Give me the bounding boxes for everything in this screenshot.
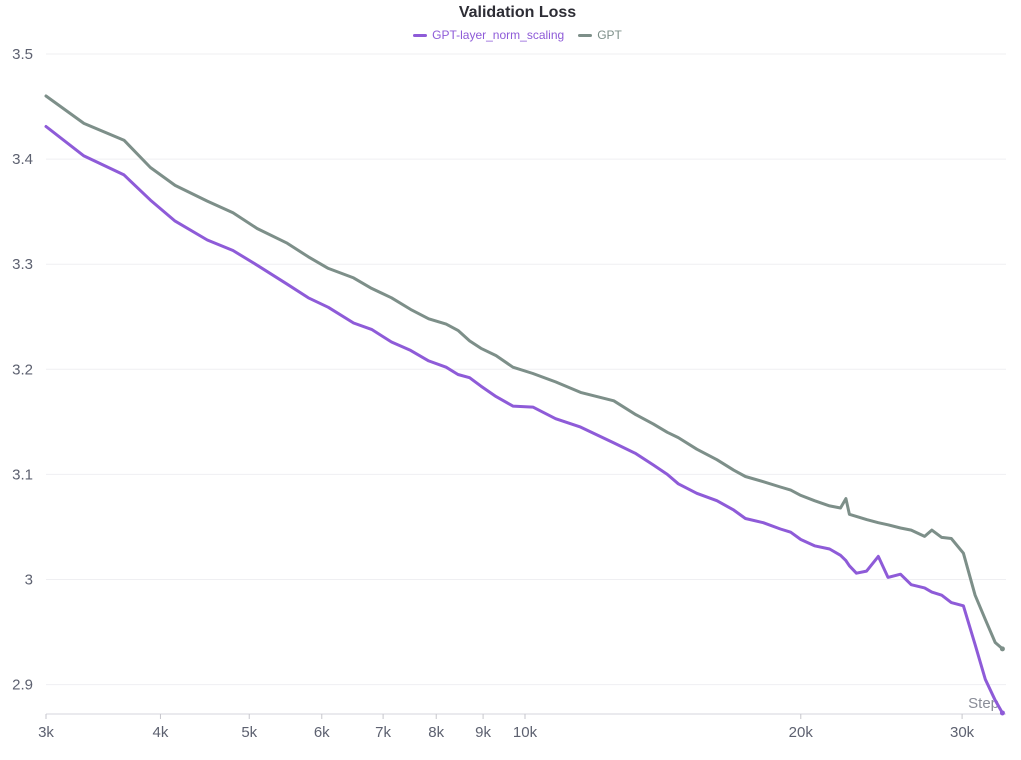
x-tick-label-20k: 20k [789, 724, 814, 741]
series-end-point-0 [999, 710, 1005, 716]
legend-label-gpt-layer-norm-scaling: GPT-layer_norm_scaling [432, 28, 565, 42]
series-end-point-1 [999, 646, 1005, 652]
legend-label-gpt: GPT [597, 28, 622, 42]
legend-item-gpt[interactable]: GPT [578, 28, 622, 42]
y-tick-label-3-5: 3.5 [12, 46, 33, 63]
x-axis-title: Step [968, 695, 999, 712]
x-tick-label-5k: 5k [241, 724, 257, 741]
x-tick-label-4k: 4k [153, 724, 169, 741]
x-tick-label-8k: 8k [428, 724, 444, 741]
chart-title: Validation Loss [458, 4, 577, 21]
legend: GPT-layer_norm_scaling GPT [0, 28, 1021, 42]
x-tick-label-3k: 3k [38, 724, 54, 741]
y-tick-label-3-3: 3.3 [12, 256, 33, 273]
series-line-0 [44, 125, 1004, 715]
x-tick-label-30k: 30k [950, 724, 975, 741]
legend-swatch-gpt-layer-norm-scaling [413, 33, 428, 37]
x-tick-label-7k: 7k [375, 724, 391, 741]
series-line-1 [44, 94, 1004, 651]
y-tick-label-3: 3 [25, 571, 33, 588]
y-tick-label-2-9: 2.9 [12, 677, 33, 694]
legend-item-gpt-layer-norm-scaling[interactable]: GPT-layer_norm_scaling [413, 28, 564, 42]
y-tick-label-3-2: 3.2 [12, 361, 33, 378]
legend-swatch-gpt [578, 33, 593, 37]
x-tick-label-6k: 6k [314, 724, 330, 741]
x-tick-label-9k: 9k [475, 724, 491, 741]
y-tick-label-3-1: 3.1 [12, 466, 33, 483]
x-tick-label-10k: 10k [513, 724, 538, 741]
y-tick-label-3-4: 3.4 [12, 151, 33, 168]
